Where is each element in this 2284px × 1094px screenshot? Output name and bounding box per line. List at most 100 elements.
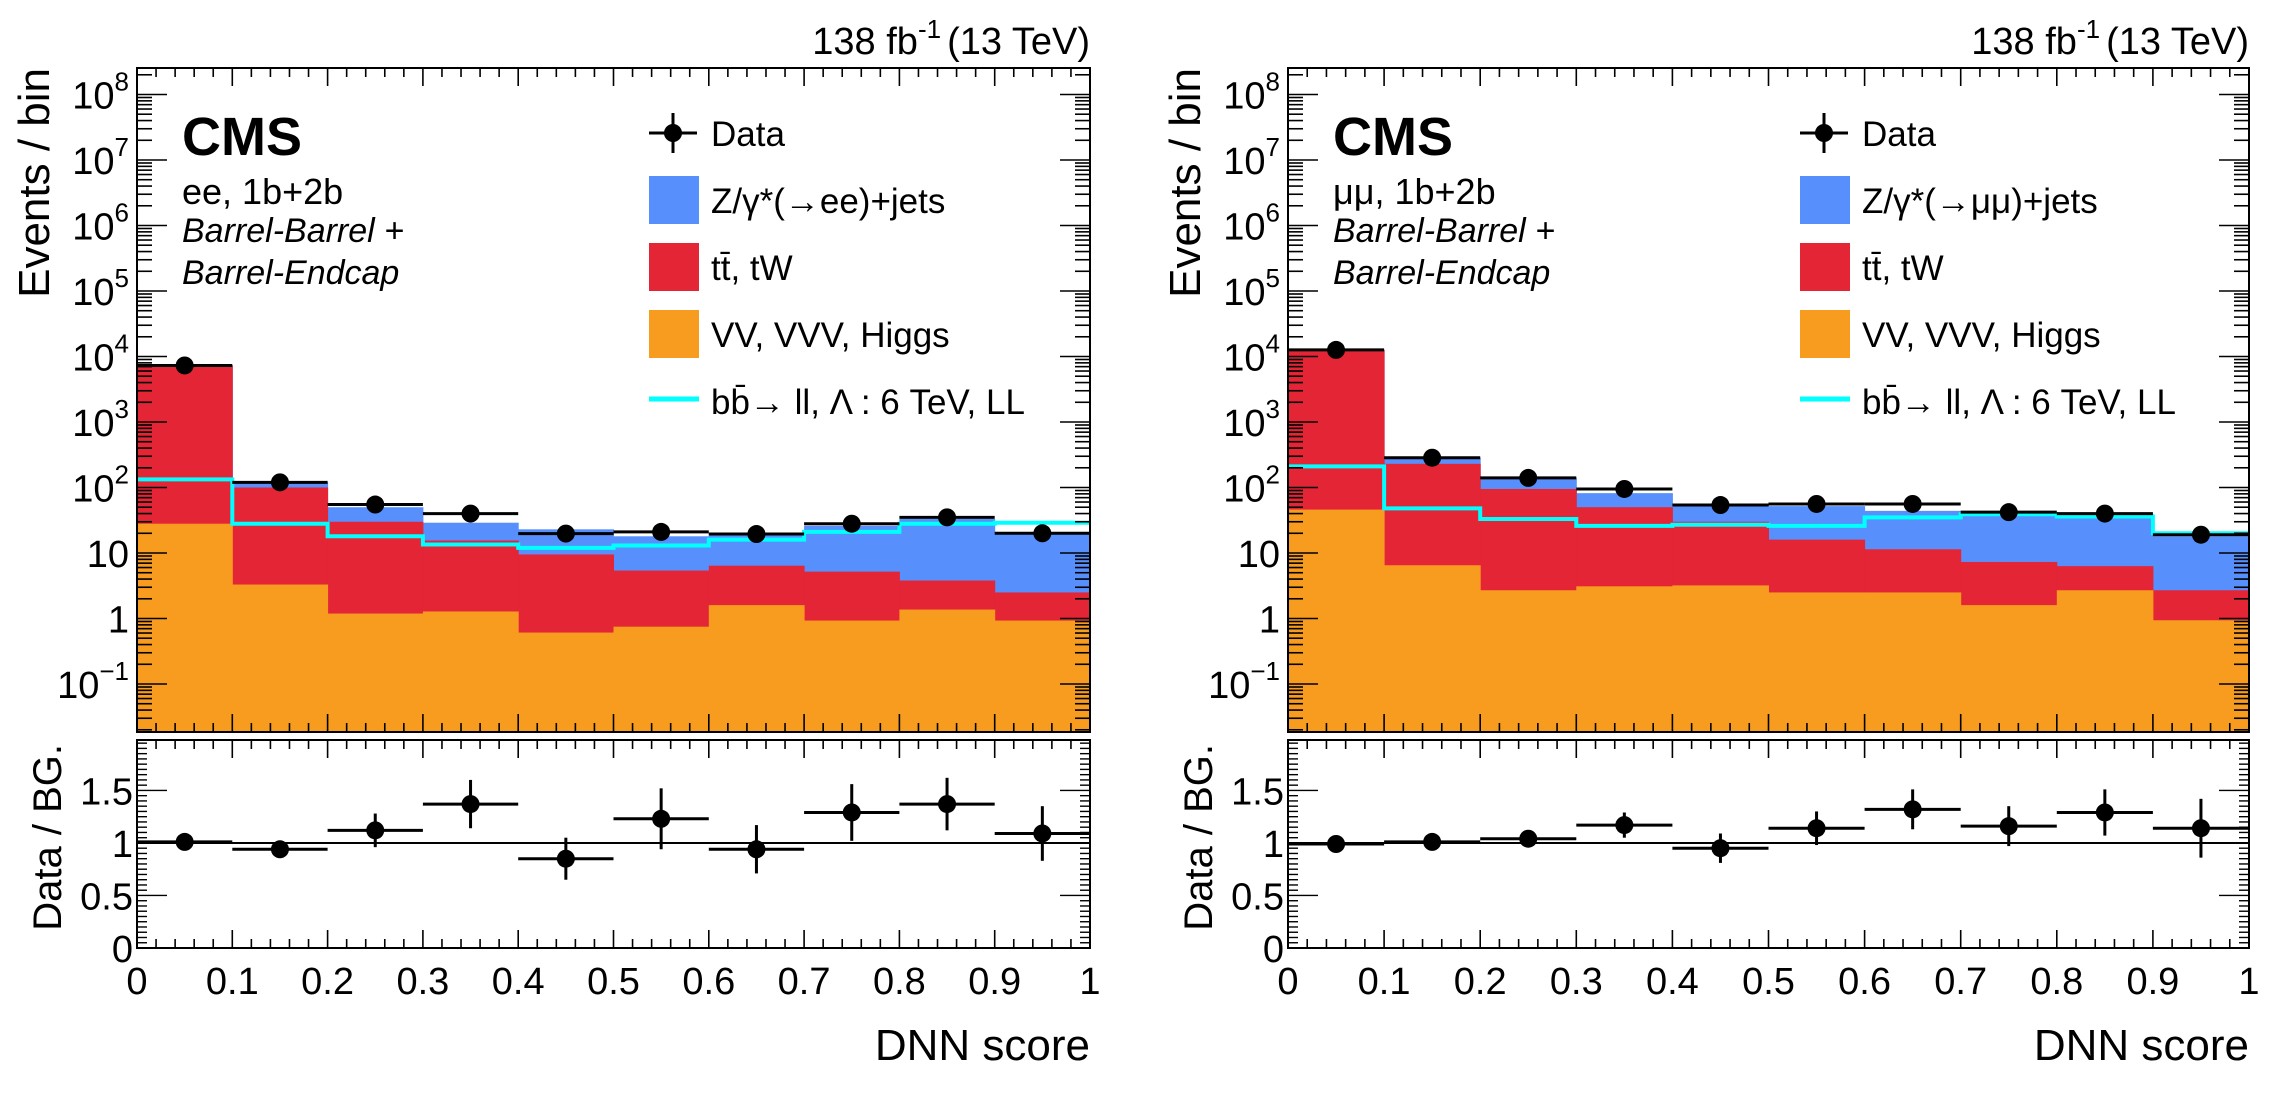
data-point-bin-5 bbox=[1807, 494, 1826, 513]
y-tick-label-exponent: 2 bbox=[115, 460, 129, 490]
data-point-bin-0 bbox=[1327, 340, 1346, 359]
ratio-point-bin-6 bbox=[747, 840, 766, 859]
y-tick-label-base: 10 bbox=[1223, 469, 1265, 511]
x-tick-label: 0.1 bbox=[1358, 961, 1411, 1003]
x-tick-label: 0.4 bbox=[1646, 961, 1699, 1003]
ratio-point-bin-7 bbox=[842, 803, 861, 822]
x-tick-label: 0.9 bbox=[2126, 961, 2179, 1003]
bar-vv-bin-3 bbox=[422, 611, 519, 732]
bar-vv-bin-3 bbox=[1576, 586, 1673, 732]
bar-vv-bin-2 bbox=[327, 613, 424, 732]
legend-item-signal: bb̄→ ll, Λ : 6 TeV, LL bbox=[649, 383, 1025, 422]
plot-area bbox=[1288, 340, 2249, 732]
legend-item-dy: Z/γ*(→μμ)+jets bbox=[1800, 176, 2098, 224]
bar-vv-bin-8 bbox=[899, 609, 996, 732]
legend-item-vv: VV, VVV, Higgs bbox=[1800, 310, 2101, 358]
bar-vv-bin-5 bbox=[613, 626, 710, 732]
legend-label: Z/γ*(→ee)+jets bbox=[711, 182, 945, 221]
legend-label: bb̄→ ll, Λ : 6 TeV, LL bbox=[711, 383, 1025, 422]
y-tick-label-base: 10 bbox=[72, 469, 114, 511]
ratio-point-bin-8 bbox=[2095, 803, 2114, 822]
x-tick-label: 0.5 bbox=[1742, 961, 1795, 1003]
x-tick-label: 0.2 bbox=[301, 961, 354, 1003]
y-tick-label-exponent: 2 bbox=[1266, 460, 1280, 490]
y-tick-label-base: 10 bbox=[1223, 403, 1265, 445]
ratio-tick-label: 0.5 bbox=[80, 876, 133, 918]
legend-swatch-vv bbox=[1800, 310, 1850, 358]
y-tick-label: 107 bbox=[72, 132, 129, 183]
data-point-bin-6 bbox=[1903, 494, 1922, 513]
ratio-point-bin-7 bbox=[1999, 817, 2018, 836]
data-point-bin-7 bbox=[842, 514, 861, 533]
lumi-label: 138 fb-1 (13 TeV) bbox=[1971, 14, 2249, 63]
y-tick-label: 102 bbox=[1223, 460, 1280, 511]
legend-label: VV, VVV, Higgs bbox=[1862, 316, 2101, 355]
y-tick-label: 10−1 bbox=[57, 656, 129, 707]
y-tick-label-exponent: 5 bbox=[115, 263, 129, 293]
ratio-point-bin-1 bbox=[1423, 832, 1442, 851]
y-tick-label-base: 10 bbox=[1223, 76, 1265, 118]
y-tick-label-base: 1 bbox=[1259, 600, 1280, 642]
x-tick-label: 0.6 bbox=[682, 961, 735, 1003]
y-tick-label: 102 bbox=[72, 460, 129, 511]
legend-swatch-tt bbox=[649, 243, 699, 291]
x-tick-label: 0.8 bbox=[2030, 961, 2083, 1003]
ratio-tick-label: 1.5 bbox=[80, 771, 133, 813]
x-tick-label: 0.9 bbox=[968, 961, 1021, 1003]
lumi-lumi-label: 138 fb bbox=[812, 21, 918, 63]
x-tick-label: 0.3 bbox=[1550, 961, 1603, 1003]
lumi-energy-label: (13 TeV) bbox=[947, 21, 1090, 63]
y-tick-label: 103 bbox=[1223, 394, 1280, 445]
ratio-point-bin-2 bbox=[366, 821, 385, 840]
legend-item-data: Data bbox=[1800, 113, 1936, 154]
ratio-point-bin-4 bbox=[556, 849, 575, 868]
y-tick-label-base: 10 bbox=[1223, 207, 1265, 249]
bar-vv-bin-9 bbox=[994, 620, 1090, 732]
x-tick-label: 0.8 bbox=[873, 961, 926, 1003]
ratio-y-axis-title: Data / BG. bbox=[26, 744, 70, 931]
ratio-point-bin-3 bbox=[461, 795, 480, 814]
ratio-point-bin-9 bbox=[2191, 819, 2210, 838]
region-label-line1: Barrel-Barrel + bbox=[1333, 212, 1555, 250]
y-tick-label-exponent: 6 bbox=[115, 198, 129, 228]
data-point-bin-9 bbox=[1033, 524, 1052, 543]
legend-label: bb̄→ ll, Λ : 6 TeV, LL bbox=[1862, 383, 2176, 422]
x-tick-label: 0.5 bbox=[587, 961, 640, 1003]
y-tick-label: 104 bbox=[72, 329, 129, 380]
channel-label: ee, 1b+2b bbox=[182, 171, 343, 212]
data-point-bin-9 bbox=[2191, 525, 2210, 544]
bar-vv-bin-8 bbox=[2056, 590, 2154, 732]
y-tick-label-base: 10 bbox=[87, 534, 129, 576]
x-tick-label: 1 bbox=[2238, 961, 2259, 1003]
bar-vv-bin-6 bbox=[708, 605, 805, 732]
lumi-lumi-label: 138 fb bbox=[1971, 21, 2077, 63]
x-tick-label: 0.1 bbox=[206, 961, 259, 1003]
y-tick-label-exponent: 8 bbox=[115, 67, 129, 97]
x-tick-label: 0.6 bbox=[1838, 961, 1891, 1003]
y-tick-label: 108 bbox=[72, 67, 129, 118]
legend-swatch-dy bbox=[1800, 176, 1850, 224]
bar-vv-bin-0 bbox=[1288, 509, 1385, 732]
signal-line bbox=[1288, 464, 2249, 536]
data-point-bin-6 bbox=[747, 525, 766, 544]
data-point-bin-4 bbox=[1711, 496, 1730, 515]
ratio-point-bin-1 bbox=[270, 840, 289, 859]
y-tick-label-base: 10 bbox=[57, 665, 99, 707]
cms-label: CMS bbox=[182, 107, 302, 167]
ratio-point-bin-6 bbox=[1903, 800, 1922, 819]
legend-item-signal: bb̄→ ll, Λ : 6 TeV, LL bbox=[1800, 383, 2176, 422]
y-tick-label-base: 1 bbox=[108, 600, 129, 642]
y-tick-label-base: 10 bbox=[1223, 141, 1265, 183]
ratio-point-bin-0 bbox=[1327, 835, 1346, 853]
lumi-label: 138 fb-1 (13 TeV) bbox=[812, 14, 1090, 63]
region-label-line1: Barrel-Barrel + bbox=[182, 212, 404, 250]
data-point-bin-1 bbox=[1423, 448, 1442, 467]
y-tick-label: 108 bbox=[1223, 67, 1280, 118]
y-tick-label-exponent: 4 bbox=[1266, 329, 1280, 359]
y-tick-label-base: 10 bbox=[1208, 665, 1250, 707]
y-tick-label: 105 bbox=[1223, 263, 1280, 314]
ratio-point-bin-5 bbox=[1807, 819, 1826, 838]
legend-item-dy: Z/γ*(→ee)+jets bbox=[649, 176, 945, 224]
